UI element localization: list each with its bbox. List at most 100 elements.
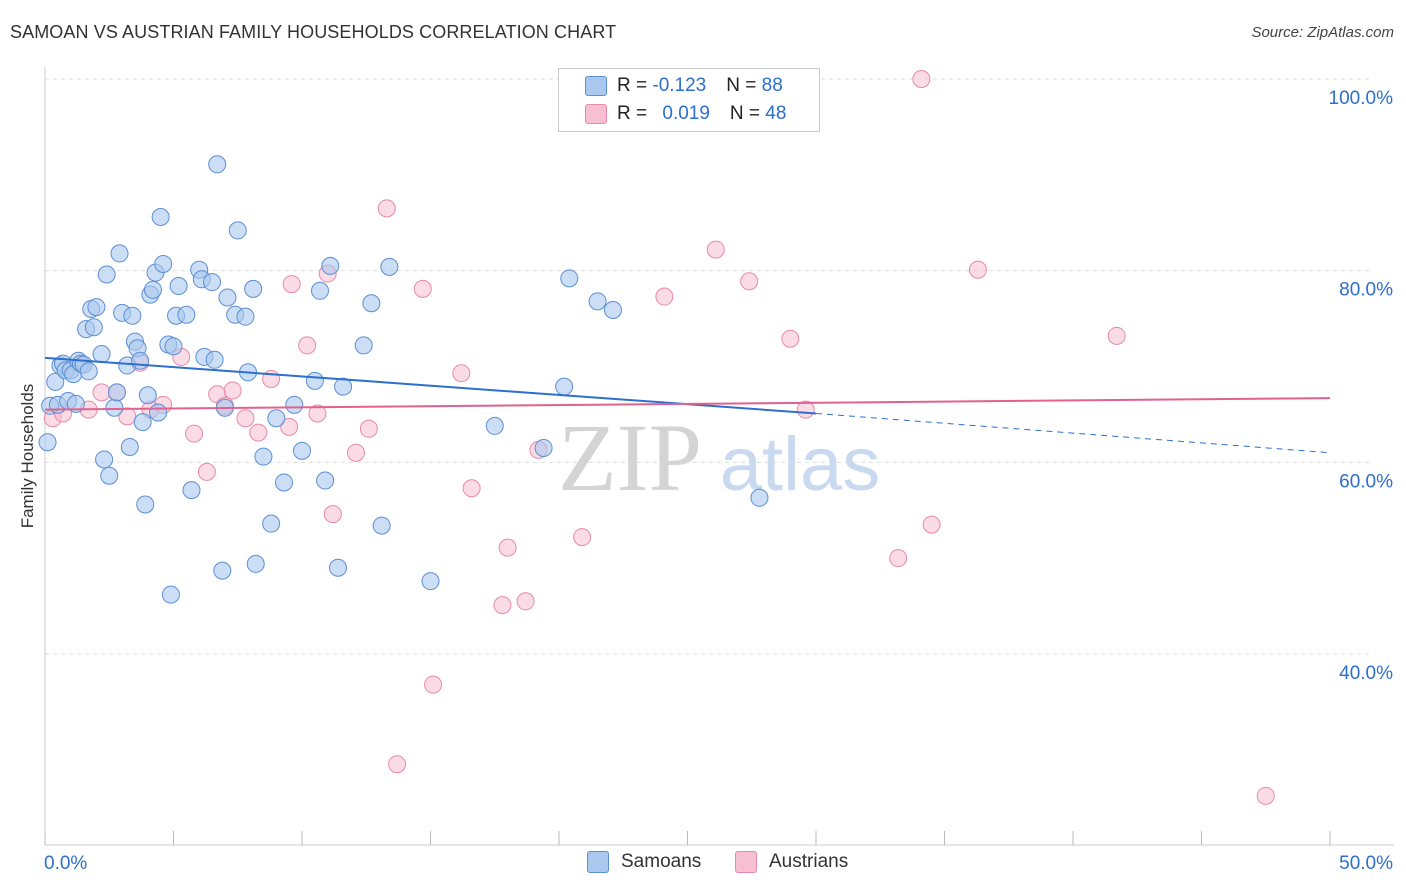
samoan-point [154,254,173,273]
samoan-point [97,265,116,284]
samoan-trend-extension [815,412,1331,454]
austrian-point [413,279,432,298]
samoan-point [107,383,126,402]
r-value: -0.123 [652,75,707,96]
samoan-point [421,572,440,591]
austrian-point [573,528,592,547]
austrian-point [377,199,396,218]
samoan-point [262,514,281,533]
samoan-point [164,337,183,356]
samoan-point [321,256,340,275]
watermark: ZIP atlas [558,404,880,511]
samoan-point [95,450,114,469]
samoan-point [151,208,170,226]
samoan-point [79,362,98,381]
austrian-trend-line [44,397,1331,411]
samoan-point [285,395,304,414]
austrian-point [655,287,674,306]
samoan-point [177,305,196,324]
samoan-point [275,473,294,492]
samoan-point [254,447,273,466]
samoan-point [305,371,324,390]
austrian-point [706,240,725,259]
austrian-point [323,505,342,524]
samoan-swatch-icon [587,851,609,873]
samoan-point [110,244,129,263]
n-value: 48 [765,103,787,124]
austrian-point [912,70,931,88]
samoan-point [603,300,622,319]
x-tick-label: 0.0% [44,853,87,874]
austrian-point [740,272,759,291]
samoan-point [267,409,286,428]
watermark-zip: ZIP [558,404,702,511]
n-label: N = [726,75,762,96]
samoan-points [38,155,769,604]
samoan-point [310,281,329,300]
samoan-point [123,306,142,325]
samoan-point [205,350,224,369]
samoan-point [228,221,247,240]
series-legend: Samoans Austrians [0,851,1406,877]
samoan-point [560,269,579,288]
samoan-point [244,279,263,298]
samoan-point [46,372,65,391]
legend-item-samoans[interactable]: Samoans [587,851,701,873]
austrian-point [1256,786,1275,805]
austrian-point [968,260,987,279]
austrian-point [462,479,481,498]
samoan-point [105,398,124,417]
samoan-point [182,481,201,500]
samoan-point [92,345,111,364]
austrian-point [922,515,941,534]
legend-row-samoans: R = -0.123 N = 88 [585,74,783,98]
austrian-point [308,404,327,423]
samoan-point [87,298,106,317]
chart-title: SAMOAN VS AUSTRIAN FAMILY HOUSEHOLDS COR… [10,22,617,42]
y-tick-label: 40.0% [1339,663,1393,684]
legend-label-samoans: Samoans [621,851,702,872]
samoan-point [208,155,227,174]
samoan-point [161,585,180,604]
samoan-point [84,318,103,337]
austrian-point [889,549,908,568]
austrian-point [185,424,204,443]
samoan-point [100,466,119,485]
samoan-point [354,336,373,355]
austrian-point [346,443,365,462]
n-label: N = [729,103,766,124]
samoan-point [750,488,769,507]
grid-lines [45,78,1370,655]
austrian-swatch-icon [735,851,757,873]
samoan-point [133,413,152,432]
samoan-point [555,377,574,396]
samoan-point [236,307,255,326]
samoan-swatch-icon [585,76,607,96]
austrian-swatch-icon [585,104,607,124]
y-tick-label: 60.0% [1339,471,1393,492]
austrian-point [236,409,255,428]
legend-label-austrians: Austrians [769,851,849,872]
samoan-point [246,554,265,573]
austrian-point [1107,326,1126,345]
samoan-point [143,280,162,299]
austrian-point [197,462,216,481]
samoan-point [203,273,222,292]
samoan-point [169,277,188,295]
correlation-legend: R = -0.123 N = 88 R = 0.019 N = 48 [558,68,820,132]
legend-item-austrians[interactable]: Austrians [735,851,848,873]
samoan-point [316,471,335,490]
austrian-point [388,755,407,774]
samoan-point [534,438,553,457]
y-tick-label: 80.0% [1339,280,1393,301]
watermark-atlas: atlas [720,422,881,507]
tick-labels: 40.0% 60.0% 80.0% 100.0% 0.0% 50.0% [44,88,1393,874]
austrian-point [280,417,299,436]
samoan-point [131,351,150,370]
austrian-point [359,419,378,438]
axes [44,67,1394,846]
r-label: R = [617,103,653,124]
austrian-point [298,336,317,355]
austrian-point [92,383,111,402]
samoan-point [293,441,311,460]
